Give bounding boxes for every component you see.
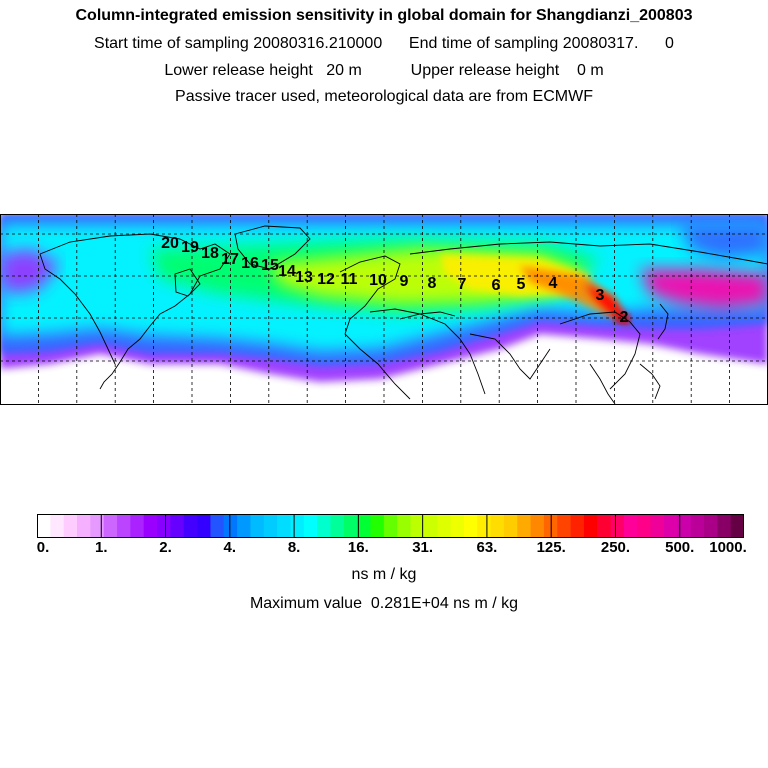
colorbar-cell [463,514,478,538]
colorbar-cell [677,514,692,538]
trajectory-label-10: 10 [369,272,387,289]
trajectory-label-12: 12 [317,271,335,288]
plot-title: Column-integrated emission sensitivity i… [75,7,693,24]
trajectory-label-15: 15 [261,257,279,274]
colorbar-cell [63,514,78,538]
colorbar-cell [410,514,425,538]
colorbar-cell [197,514,212,538]
tracer-info-line: Passive tracer used, meteorological data… [175,88,593,105]
colorbar-cell [277,514,292,538]
trajectory-label-7: 7 [458,276,467,293]
colorbar-cell [183,514,198,538]
colorbar-cell [330,514,345,538]
colorbar-cell [343,514,358,538]
colorbar-cell [157,514,171,538]
trajectory-label-20: 20 [161,235,179,252]
colorbar-cell [370,514,385,538]
colorbar-tick-label: 125. [536,539,566,556]
colorbar-tick-label: 2. [159,539,172,556]
colorbar-cell [623,514,638,538]
colorbar-cell [450,514,465,538]
colorbar-cell [730,514,744,538]
trajectory-label-8: 8 [428,275,437,292]
colorbar-cell [530,514,545,538]
colorbar-cell [583,514,598,538]
colorbar-cell [557,514,572,538]
colorbar-tick-label: 500. [665,539,695,556]
colorbar-cell [50,514,65,538]
colorbar-cell [703,514,718,538]
colorbar-cell [437,514,452,538]
colorbar-cell [263,514,278,538]
trajectory-label-9: 9 [400,273,409,290]
trajectory-label-5: 5 [517,276,526,293]
colorbar-tick-labels: 0. 1. 2. 4. 8. 16. 31. 63. 125. 250. 500. 1000. [0,538,768,560]
colorbar-cell [597,514,612,538]
colorbar-cell [490,514,505,538]
trajectory-label-6: 6 [492,277,501,294]
colorbar-cell [357,514,372,538]
colorbar-unit: ns m / kg [351,566,417,583]
coastlines [39,225,768,405]
release-height-line: Lower release height 20 m Upper release … [164,62,604,79]
colorbar-cell [637,514,652,538]
trajectory-label-2: 2 [620,309,629,326]
colorbar-cell [90,514,105,538]
colorbar-cell [130,514,145,538]
colorbar-tick-label: 0. [36,539,50,556]
colorbar-cell [303,514,318,538]
colorbar-cell [477,514,492,538]
colorbar-cell [383,514,398,538]
grid-lines [0,214,768,405]
colorbar-cell [503,514,518,538]
colorbar-cell [517,514,532,538]
trajectory-label-4: 4 [549,275,558,292]
trajectory-label-14: 14 [278,263,296,280]
colorbar-cell [237,514,252,538]
sampling-time-line: Start time of sampling 20080316.210000 E… [94,35,674,52]
colorbar-cell [170,514,185,538]
trajectory-label-13: 13 [295,269,313,286]
colorbar-cell [223,514,238,538]
trajectory-label-3: 3 [596,287,605,304]
colorbar-tick-label: 250. [600,539,631,556]
colorbar-tick-label: 63. [476,539,498,556]
colorbar [37,514,744,538]
trajectory-label-18: 18 [201,245,219,262]
trajectory-label-19: 19 [181,239,199,256]
colorbar-cell [650,514,665,538]
colorbar-cell [250,514,265,538]
colorbar-cell [210,514,225,538]
colorbar-cell [690,514,705,538]
colorbar-cell [423,514,438,538]
colorbar-tick-label: 1000. [709,539,747,556]
colorbar-cell [77,514,91,538]
colorbar-tick-label: 4. [223,539,237,556]
colorbar-tick-label: 1. [95,539,108,556]
colorbar-cell [317,514,332,538]
colorbar-cell [37,514,51,538]
trajectory-label-16: 16 [241,255,259,272]
colorbar-cell [610,514,625,538]
colorbar-tick-label: 16. [347,539,369,556]
maximum-value: Maximum value 0.281E+04 ns m / kg [249,595,519,612]
colorbar-cell [397,514,412,538]
colorbar-cell [143,514,158,538]
colorbar-cell [663,514,678,538]
trajectory-label-11: 11 [341,271,358,288]
trajectory-label-17: 17 [221,251,239,268]
colorbar-cell [117,514,131,538]
colorbar-cell [717,514,732,538]
colorbar-tick-label: 31. [412,539,434,556]
colorbar-cell [103,514,118,538]
colorbar-cell [570,514,585,538]
colorbar-cell [290,514,305,538]
colorbar-tick-label: 8. [287,539,301,556]
